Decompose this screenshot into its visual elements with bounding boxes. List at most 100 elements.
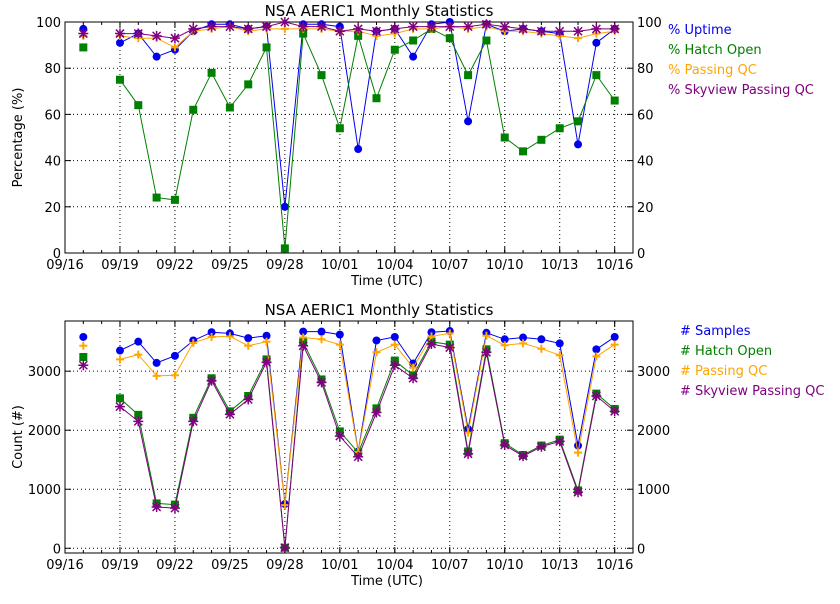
data-point — [536, 441, 547, 452]
data-point — [408, 21, 419, 32]
data-point — [298, 21, 309, 32]
data-point — [243, 23, 254, 34]
data-point — [536, 26, 547, 37]
y-tick-label: 3000 — [28, 365, 61, 380]
data-point — [574, 448, 583, 457]
data-point — [115, 355, 124, 364]
legend-entry: # Skyview Passing QC — [680, 384, 824, 399]
data-point — [152, 371, 161, 380]
y-tick-label: 2000 — [28, 424, 61, 439]
data-point — [115, 75, 124, 84]
data-point — [207, 68, 216, 77]
data-point — [206, 21, 217, 32]
y-tick-label: 60 — [44, 108, 61, 123]
legend-entry: # Samples — [680, 324, 751, 339]
legend-entry: # Passing QC — [680, 364, 767, 379]
data-point — [592, 38, 601, 47]
plot-frame — [64, 21, 634, 254]
data-point — [554, 26, 565, 37]
data-point — [225, 332, 234, 341]
data-point — [372, 336, 381, 345]
x-tick-label: 09/19 — [101, 258, 138, 273]
panel-1: 09/16 09/19 09/22 09/25 09/28 10/01 10/04 10/07… — [11, 301, 824, 589]
data-point — [464, 117, 473, 126]
data-point — [573, 26, 584, 37]
data-point — [555, 339, 564, 348]
y-axis-label: Count (#) — [11, 405, 26, 469]
data-point — [152, 358, 161, 367]
data-point — [353, 23, 364, 34]
x-axis-label: Time (UTC) — [350, 274, 423, 289]
y-tick-label-right: 100 — [637, 16, 662, 31]
x-tick-label: 10/07 — [431, 258, 468, 273]
data-point — [537, 344, 546, 353]
y-tick-label-right: 0 — [637, 247, 645, 262]
data-point — [334, 26, 345, 37]
data-point — [243, 394, 254, 405]
series-line — [119, 330, 615, 505]
data-point — [79, 43, 88, 52]
data-point — [188, 416, 199, 427]
data-point — [170, 43, 179, 52]
data-point — [78, 360, 89, 371]
data-point — [444, 21, 455, 32]
data-point — [133, 416, 144, 427]
data-point — [500, 335, 509, 344]
data-point — [152, 52, 161, 61]
data-point — [500, 341, 509, 350]
series-line — [119, 28, 616, 249]
series-1 — [79, 337, 619, 552]
data-point — [206, 375, 217, 386]
data-point — [610, 340, 619, 349]
data-point — [335, 124, 344, 133]
data-point — [316, 21, 327, 32]
data-point — [170, 195, 179, 204]
x-tick-label: 10/10 — [486, 558, 523, 573]
data-point — [371, 407, 382, 418]
x-tick-label: 09/19 — [101, 558, 138, 573]
data-point — [317, 335, 326, 344]
y-axis-label: Percentage (%) — [11, 88, 26, 188]
series-2 — [79, 329, 619, 510]
data-point — [79, 332, 88, 341]
data-point — [463, 448, 474, 459]
data-point — [389, 23, 400, 34]
chart-title: NSA AERIC1 Monthly Statistics — [265, 301, 494, 319]
data-point — [409, 363, 418, 372]
data-point — [152, 193, 161, 202]
data-point — [481, 19, 492, 30]
series-line — [119, 343, 616, 548]
legend-entry: % Passing QC — [668, 63, 757, 78]
data-point — [316, 377, 327, 388]
data-point — [224, 409, 235, 420]
data-point — [499, 439, 510, 450]
x-axis-label: Time (UTC) — [350, 574, 423, 589]
data-point — [261, 21, 272, 32]
x-tick-label: 09/22 — [156, 558, 193, 573]
data-point — [574, 117, 583, 126]
data-point — [262, 337, 271, 346]
data-point — [610, 332, 619, 341]
x-tick-label: 10/16 — [596, 558, 633, 573]
x-tick-label: 09/16 — [46, 258, 83, 273]
series-0 — [79, 327, 619, 509]
x-tick-label: 10/01 — [321, 558, 358, 573]
data-point — [445, 34, 454, 43]
y-tick-label-right: 3000 — [637, 365, 670, 380]
y-tick-label: 100 — [36, 16, 61, 31]
panel-0: 09/16 09/19 09/22 09/25 09/28 10/01 10/04 10/07… — [11, 2, 814, 289]
x-tick-label: 10/07 — [431, 558, 468, 573]
y-tick-label: 0 — [53, 247, 61, 262]
data-point — [317, 71, 326, 80]
x-tick-label: 10/01 — [321, 258, 358, 273]
data-point — [609, 23, 620, 34]
y-tick-label-right: 2000 — [637, 424, 670, 439]
data-point — [207, 332, 216, 341]
data-point — [133, 28, 144, 39]
data-point — [519, 339, 528, 348]
data-point — [519, 333, 528, 342]
series-line — [119, 21, 616, 207]
chart-title: NSA AERIC1 Monthly Statistics — [265, 2, 494, 20]
